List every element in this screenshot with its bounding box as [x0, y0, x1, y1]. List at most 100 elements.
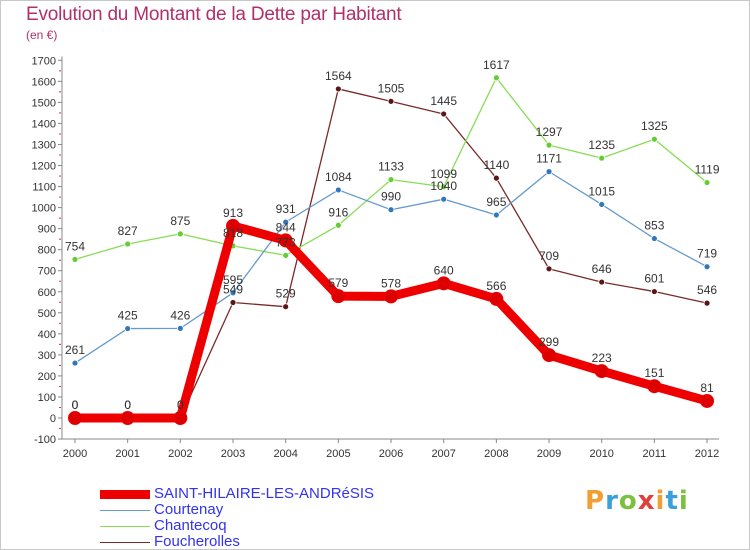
data-point-saint-hilaire-les-andr-sis [489, 291, 504, 306]
data-point-courtenay [387, 206, 395, 214]
legend-swatch [100, 489, 150, 499]
legend-item: Chantecoq [100, 518, 440, 534]
data-point-saint-hilaire-les-andr-sis [647, 379, 662, 394]
y-tick-label: 1500 [32, 97, 56, 109]
data-point-saint-hilaire-les-andr-sis [436, 276, 451, 291]
data-label-foucherolles: 0 [177, 398, 184, 412]
logo-letter: t [665, 486, 679, 516]
y-tick-label: 400 [38, 329, 56, 341]
data-point-foucherolles [282, 303, 290, 311]
data-point-chantecoq [650, 135, 658, 143]
y-tick-label: 700 [38, 266, 56, 278]
data-label-foucherolles: 1140 [483, 158, 509, 172]
data-label-chantecoq: 1617 [483, 58, 510, 72]
data-point-chantecoq [598, 154, 606, 162]
legend-label: Courtenay [154, 501, 224, 518]
legend-item: Courtenay [100, 502, 440, 518]
data-label-chantecoq: 1133 [378, 160, 404, 174]
data-label-chantecoq: 1235 [588, 138, 615, 152]
data-point-courtenay [124, 325, 132, 332]
chart-title: Evolution du Montant de la Dette par Hab… [26, 4, 402, 25]
data-point-foucherolles [598, 278, 606, 286]
data-label-courtenay: 1040 [430, 179, 457, 193]
data-label-saint-hilaire-les-andr-sis: 151 [644, 366, 664, 380]
logo-letter: o [618, 486, 638, 516]
logo-letter: i [655, 486, 666, 516]
x-tick-label: 2008 [484, 448, 508, 460]
data-point-saint-hilaire-les-andr-sis [173, 411, 188, 425]
data-point-courtenay [545, 168, 553, 176]
y-tick-label: 1300 [32, 139, 56, 151]
data-point-saint-hilaire-les-andr-sis [384, 289, 399, 304]
logo-letter: i [678, 486, 689, 516]
data-label-saint-hilaire-les-andr-sis: 81 [700, 381, 714, 395]
data-point-foucherolles [229, 299, 237, 306]
proxiti-logo: Proxiti [585, 486, 689, 516]
data-point-chantecoq [71, 255, 79, 263]
data-label-chantecoq: 773 [276, 235, 296, 249]
logo-letter: x [637, 486, 656, 516]
data-label-foucherolles: 709 [539, 249, 559, 263]
data-point-saint-hilaire-les-andr-sis [120, 411, 135, 425]
data-label-foucherolles: 546 [697, 283, 717, 297]
data-label-chantecoq: 754 [65, 239, 85, 253]
data-label-foucherolles: 0 [124, 398, 131, 412]
y-tick-label: 1600 [32, 76, 56, 88]
series-layer [68, 74, 715, 425]
legend-item: SAINT-HILAIRE-LES-ANDRéSIS [100, 486, 440, 502]
data-point-chantecoq [282, 251, 290, 259]
y-tick-label: 500 [38, 308, 56, 320]
data-label-saint-hilaire-les-andr-sis: 913 [223, 206, 243, 220]
data-point-courtenay [650, 235, 658, 242]
logo-letter: r [605, 486, 619, 516]
y-tick-label: 300 [38, 350, 56, 362]
data-label-courtenay: 965 [486, 195, 506, 209]
data-label-foucherolles: 1564 [325, 69, 352, 83]
data-point-saint-hilaire-les-andr-sis [68, 411, 82, 425]
x-tick-label: 2007 [431, 448, 455, 460]
legend-swatch [100, 541, 150, 543]
y-tick-label: 900 [38, 224, 56, 236]
data-point-courtenay [703, 263, 711, 271]
data-label-saint-hilaire-les-andr-sis: 579 [328, 276, 348, 290]
x-tick-label: 2004 [273, 448, 297, 460]
data-label-saint-hilaire-les-andr-sis: 0 [177, 398, 184, 412]
data-label-foucherolles: 646 [592, 262, 612, 276]
y-tick-label: 1700 [32, 55, 56, 67]
chart-legend: SAINT-HILAIRE-LES-ANDRéSIS Courtenay Chant… [100, 486, 440, 550]
data-label-saint-hilaire-les-andr-sis: 640 [434, 263, 454, 277]
data-point-courtenay [492, 211, 500, 219]
data-point-chantecoq [176, 230, 184, 238]
data-label-courtenay: 425 [118, 309, 138, 323]
data-point-chantecoq [545, 141, 553, 149]
data-label-saint-hilaire-les-andr-sis: 566 [486, 279, 506, 293]
x-tick-label: 2012 [695, 448, 719, 460]
legend-swatch [100, 525, 150, 527]
data-point-courtenay [229, 289, 237, 297]
logo-letter: P [585, 486, 606, 516]
data-point-chantecoq [387, 176, 395, 184]
data-label-courtenay: 719 [697, 247, 717, 261]
data-label-chantecoq: 916 [328, 205, 348, 219]
data-label-foucherolles: 549 [223, 282, 243, 296]
data-point-chantecoq [334, 221, 342, 229]
data-label-courtenay: 931 [276, 202, 296, 216]
data-point-foucherolles [650, 288, 658, 295]
y-tick-label: -100 [34, 434, 56, 446]
data-label-courtenay: 1171 [536, 152, 562, 166]
y-tick-label: 1100 [32, 182, 56, 194]
y-tick-label: 0 [50, 413, 56, 425]
data-point-saint-hilaire-les-andr-sis [226, 218, 241, 233]
y-tick-label: 1200 [32, 161, 56, 173]
chart-unit-label: (en €) [26, 28, 58, 42]
x-tick-label: 2010 [589, 448, 613, 460]
x-tick-label: 2002 [168, 448, 192, 460]
y-tick-label: 100 [38, 392, 56, 404]
data-point-courtenay [282, 218, 290, 226]
data-point-foucherolles [545, 265, 553, 273]
data-point-foucherolles [440, 110, 448, 118]
data-label-chantecoq: 1099 [430, 167, 457, 181]
data-label-chantecoq: 827 [118, 224, 138, 238]
chart-axes: -100010020030040050060070080090010001100… [32, 55, 720, 460]
data-point-foucherolles [703, 299, 711, 307]
